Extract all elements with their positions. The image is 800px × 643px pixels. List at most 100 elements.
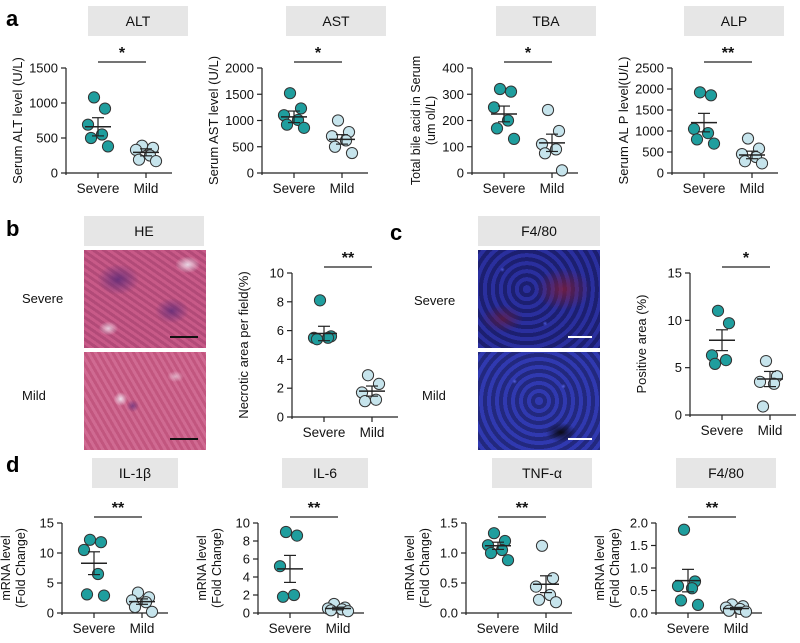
- point-severe: [81, 118, 95, 131]
- point-severe: [711, 304, 725, 317]
- point-severe: [690, 133, 704, 146]
- x-tick-label: Mild: [326, 621, 351, 636]
- significance-marker: **: [308, 500, 321, 517]
- significance-marker: **: [516, 500, 529, 517]
- f480-mild-scale-bar: [568, 438, 592, 440]
- y-axis-label-line2: (Fold Change): [608, 528, 622, 608]
- panel-label-a: a: [6, 6, 19, 31]
- point-mild: [132, 153, 146, 166]
- y-tick-label: 1.0: [630, 561, 648, 576]
- f480-mild-micrograph: [478, 352, 600, 450]
- y-tick-label: 8: [243, 534, 250, 549]
- point-severe: [701, 127, 715, 140]
- point-mild: [128, 600, 142, 614]
- point-severe: [487, 101, 501, 114]
- he-row-severe: Severe: [22, 291, 64, 306]
- point-severe: [507, 132, 521, 145]
- point-mild: [541, 103, 555, 117]
- point-mild: [532, 593, 546, 606]
- x-tick-label: Severe: [303, 425, 346, 440]
- he-mild-scale-bar: [170, 438, 198, 440]
- y-tick-label: 1500: [29, 61, 58, 76]
- point-mild: [756, 400, 770, 413]
- point-severe: [313, 294, 327, 307]
- y-axis-label-line2: (Fold Change): [418, 528, 432, 608]
- he-severe-micrograph: [84, 250, 206, 348]
- y-tick-label: 0: [247, 166, 254, 181]
- y-tick-label: 6: [277, 323, 284, 338]
- point-severe: [484, 546, 498, 560]
- point-mild: [372, 377, 386, 390]
- y-tick-label: 1000: [29, 96, 58, 111]
- chart-f480-mrna: 0.0 0.5 1.0 1.5 2.0 Severe Mild mRNA level (Fold…: [593, 500, 762, 636]
- y-tick-label: 1.0: [440, 546, 458, 561]
- point-mild: [549, 596, 563, 609]
- point-mild: [149, 155, 163, 168]
- y-axis-label: Serum ALT level (U/L): [10, 57, 25, 184]
- y-tick-label: 0: [47, 606, 54, 621]
- y-axis-label: Serum AL P level(U/L): [616, 57, 631, 185]
- significance-marker: *: [525, 45, 532, 62]
- point-severe: [273, 560, 287, 573]
- y-tick-label: 2: [243, 588, 250, 603]
- y-tick-label: 200: [442, 113, 464, 128]
- y-tick-label: 4: [243, 570, 250, 585]
- point-mild: [328, 140, 342, 153]
- significance-marker: *: [743, 250, 750, 267]
- point-severe: [685, 582, 699, 595]
- point-severe: [77, 543, 91, 557]
- y-axis-label: mRNA level: [593, 535, 607, 600]
- significance-marker: *: [315, 45, 322, 62]
- point-severe: [83, 533, 97, 546]
- y-tick-label: 6: [243, 552, 250, 567]
- x-tick-label: Mild: [740, 181, 765, 196]
- point-mild: [325, 130, 339, 143]
- point-severe: [280, 118, 294, 131]
- y-tick-label: 0: [657, 166, 664, 181]
- point-severe: [283, 87, 297, 100]
- y-tick-label: 2.0: [630, 516, 648, 531]
- y-tick-label: 0: [457, 166, 464, 181]
- y-tick-label: 1000: [635, 124, 664, 139]
- point-severe: [87, 91, 101, 104]
- y-tick-label: 1500: [635, 103, 664, 118]
- point-mild: [738, 155, 752, 168]
- x-tick-label: Mild: [758, 423, 783, 438]
- point-severe: [719, 353, 733, 367]
- point-severe: [310, 333, 324, 346]
- y-axis-label: Positive area (%): [634, 295, 649, 394]
- y-tick-label: 2: [277, 381, 284, 396]
- y-axis-label-line2: (um ol/L): [424, 96, 438, 145]
- point-severe: [708, 357, 722, 370]
- y-tick-label: 4: [277, 352, 284, 367]
- significance-marker: **: [112, 500, 125, 517]
- point-severe: [279, 525, 293, 539]
- y-tick-label: 0: [675, 408, 682, 423]
- y-tick-label: 2000: [225, 61, 254, 76]
- x-tick-label: Mild: [130, 621, 155, 636]
- panel-label-d: d: [6, 452, 20, 477]
- x-tick-label: Mild: [330, 181, 355, 196]
- point-severe: [80, 588, 94, 601]
- x-tick-label: Mild: [724, 621, 749, 636]
- y-tick-label: 0.5: [440, 576, 458, 591]
- x-tick-label: Severe: [73, 621, 116, 636]
- point-mild: [535, 539, 549, 552]
- x-tick-label: Severe: [477, 621, 520, 636]
- point-mild: [331, 114, 345, 127]
- y-tick-label: 10: [40, 546, 54, 561]
- significance-marker: **: [706, 500, 719, 517]
- significance-marker: **: [722, 45, 735, 62]
- chart-tba: 0 100 200 300 400 Severe Mild Total bile acid i…: [409, 45, 578, 196]
- chart-alp: 0 500 1000 1500 2000 2500 Severe Mild Serum AL P…: [616, 45, 778, 196]
- title-f480-mrna: F4/80: [676, 458, 776, 488]
- f480-row-mild: Mild: [422, 388, 446, 403]
- y-tick-label: 500: [232, 139, 254, 154]
- point-mild: [741, 132, 755, 145]
- he-row-mild: Mild: [22, 388, 46, 403]
- point-mild: [345, 146, 359, 160]
- title-ast: AST: [286, 6, 386, 36]
- chart-il6: 0 2 4 6 8 10 Severe Mild mRNA level (Fold Change)…: [195, 500, 364, 636]
- point-severe: [95, 128, 109, 141]
- point-severe: [504, 85, 518, 98]
